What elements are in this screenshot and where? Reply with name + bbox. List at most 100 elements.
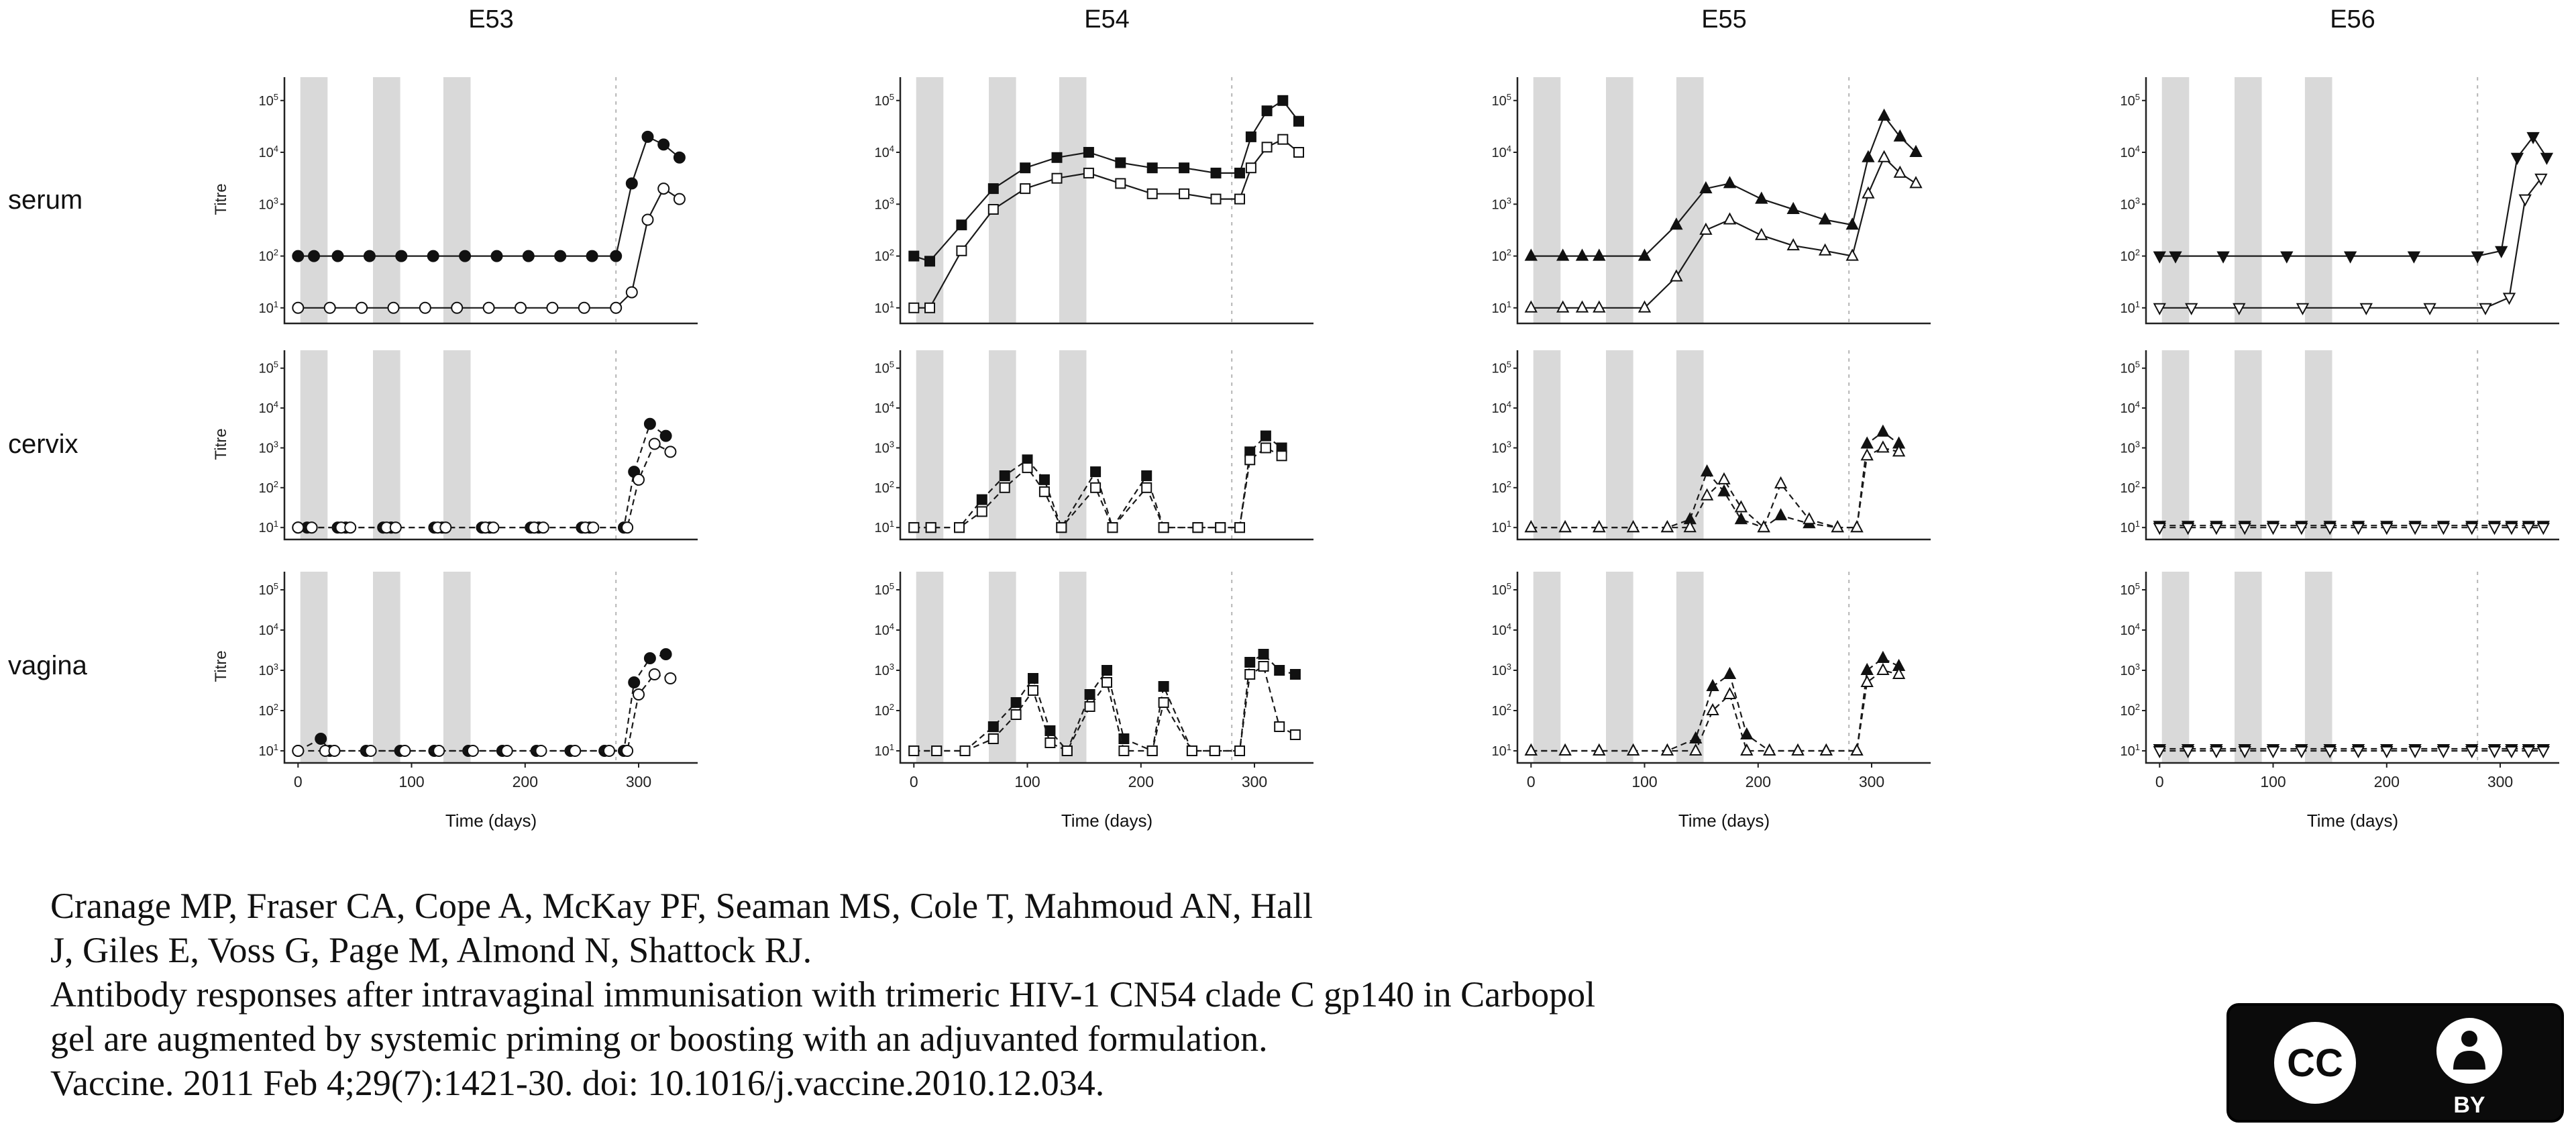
svg-text:105: 105 <box>259 581 278 598</box>
svg-text:300: 300 <box>1242 773 1267 790</box>
plot-cervix-e56: 101 102 103 104 105 <box>2104 344 2566 548</box>
svg-text:101: 101 <box>259 742 278 759</box>
svg-text:101: 101 <box>2121 519 2140 535</box>
y-axis-title-vagina: Titre <box>212 650 230 682</box>
x-axis-title: Time (days) <box>1678 811 1770 831</box>
svg-text:0: 0 <box>910 773 918 790</box>
svg-text:105: 105 <box>875 360 894 376</box>
svg-text:105: 105 <box>259 360 278 376</box>
plot-serum-e56: 101 102 103 104 105 <box>2104 70 2566 332</box>
plot-vagina-e56: 101 102 103 104 105 0 100 200 300 <box>2104 565 2566 810</box>
plot-serum-e53: 101 102 103 104 105 <box>243 70 704 332</box>
y-axis-title-serum: Titre <box>212 183 230 215</box>
x-axis-title: Time (days) <box>445 811 537 831</box>
x-axis-title: Time (days) <box>1061 811 1153 831</box>
svg-text:100: 100 <box>398 773 424 790</box>
svg-text:102: 102 <box>259 702 278 719</box>
svg-text:104: 104 <box>1492 144 1511 160</box>
citation-journal-line: Vaccine. 2011 Feb 4;29(7):1421-30. doi: … <box>50 1062 1105 1103</box>
svg-text:103: 103 <box>875 662 894 678</box>
svg-text:102: 102 <box>259 248 278 264</box>
plot-vagina-e55: 101 102 103 104 105 0 100 200 300 <box>1476 565 1937 810</box>
plot-cervix-e55: 101 102 103 104 105 <box>1476 344 1937 548</box>
row-label-cervix: cervix <box>8 429 78 459</box>
svg-text:103: 103 <box>2121 439 2140 456</box>
svg-text:101: 101 <box>259 519 278 535</box>
x-axis-title: Time (days) <box>2306 811 2399 831</box>
svg-text:105: 105 <box>875 92 894 109</box>
svg-text:104: 104 <box>259 621 278 638</box>
svg-text:105: 105 <box>1492 92 1511 109</box>
svg-text:0: 0 <box>294 773 303 790</box>
svg-text:104: 104 <box>259 144 278 160</box>
svg-text:104: 104 <box>875 399 894 416</box>
svg-text:200: 200 <box>513 773 538 790</box>
citation-title-line-2: gel are augmented by systemic priming or… <box>50 1018 1268 1059</box>
svg-text:103: 103 <box>259 195 278 212</box>
svg-text:104: 104 <box>1492 621 1511 638</box>
svg-text:105: 105 <box>2121 581 2140 598</box>
svg-text:200: 200 <box>1128 773 1154 790</box>
svg-text:101: 101 <box>1492 299 1511 316</box>
svg-text:104: 104 <box>1492 399 1511 416</box>
svg-text:103: 103 <box>875 439 894 456</box>
svg-text:100: 100 <box>1014 773 1040 790</box>
svg-text:102: 102 <box>1492 479 1511 496</box>
citation-authors-line-2: J, Giles E, Voss G, Page M, Almond N, Sh… <box>50 929 812 970</box>
y-axis-title-cervix: Titre <box>212 428 230 460</box>
svg-text:100: 100 <box>2260 773 2286 790</box>
svg-text:102: 102 <box>2121 248 2140 264</box>
svg-text:200: 200 <box>2374 773 2400 790</box>
plot-serum-e55: 101 102 103 104 105 <box>1476 70 1937 332</box>
svg-text:101: 101 <box>1492 742 1511 759</box>
svg-text:102: 102 <box>1492 248 1511 264</box>
column-title-e56: E56 <box>2330 5 2375 34</box>
svg-text:101: 101 <box>875 742 894 759</box>
svg-text:200: 200 <box>1746 773 1771 790</box>
license-by-label: BY <box>2453 1092 2485 1118</box>
svg-text:300: 300 <box>626 773 651 790</box>
row-label-vagina: vagina <box>8 651 87 680</box>
svg-text:101: 101 <box>2121 742 2140 759</box>
svg-text:101: 101 <box>2121 299 2140 316</box>
column-title-e55: E55 <box>1701 5 1747 34</box>
svg-text:0: 0 <box>1527 773 1536 790</box>
svg-text:104: 104 <box>2121 144 2140 160</box>
svg-text:102: 102 <box>259 479 278 496</box>
svg-text:0: 0 <box>2155 773 2164 790</box>
svg-text:103: 103 <box>2121 195 2140 212</box>
svg-text:105: 105 <box>2121 92 2140 109</box>
svg-text:105: 105 <box>2121 360 2140 376</box>
svg-text:101: 101 <box>875 299 894 316</box>
svg-text:105: 105 <box>1492 360 1511 376</box>
cc-icon <box>2274 1022 2356 1104</box>
person-icon-head <box>2461 1031 2477 1047</box>
svg-text:104: 104 <box>2121 621 2140 638</box>
svg-text:104: 104 <box>2121 399 2140 416</box>
column-title-e53: E53 <box>468 5 514 34</box>
citation-authors-line-1: Cranage MP, Fraser CA, Cope A, McKay PF,… <box>50 886 1313 926</box>
row-label-serum: serum <box>8 185 83 215</box>
svg-text:102: 102 <box>875 248 894 264</box>
plot-cervix-e54: 101 102 103 104 105 <box>859 344 1320 548</box>
svg-text:103: 103 <box>875 195 894 212</box>
svg-text:102: 102 <box>2121 479 2140 496</box>
svg-text:102: 102 <box>2121 702 2140 719</box>
svg-text:102: 102 <box>1492 702 1511 719</box>
cc-icon-label: CC <box>2287 1041 2343 1085</box>
svg-text:105: 105 <box>1492 581 1511 598</box>
svg-text:103: 103 <box>1492 439 1511 456</box>
svg-text:105: 105 <box>875 581 894 598</box>
svg-text:103: 103 <box>1492 662 1511 678</box>
plot-vagina-e54: 101 102 103 104 105 0 100 200 300 <box>859 565 1320 810</box>
svg-text:105: 105 <box>259 92 278 109</box>
column-title-e54: E54 <box>1084 5 1130 34</box>
svg-text:101: 101 <box>875 519 894 535</box>
svg-text:103: 103 <box>259 662 278 678</box>
svg-text:300: 300 <box>1859 773 1884 790</box>
person-icon-body <box>2453 1051 2485 1070</box>
svg-text:101: 101 <box>1492 519 1511 535</box>
svg-text:103: 103 <box>2121 662 2140 678</box>
citation-block: Cranage MP, Fraser CA, Cope A, McKay PF,… <box>50 884 1595 1105</box>
